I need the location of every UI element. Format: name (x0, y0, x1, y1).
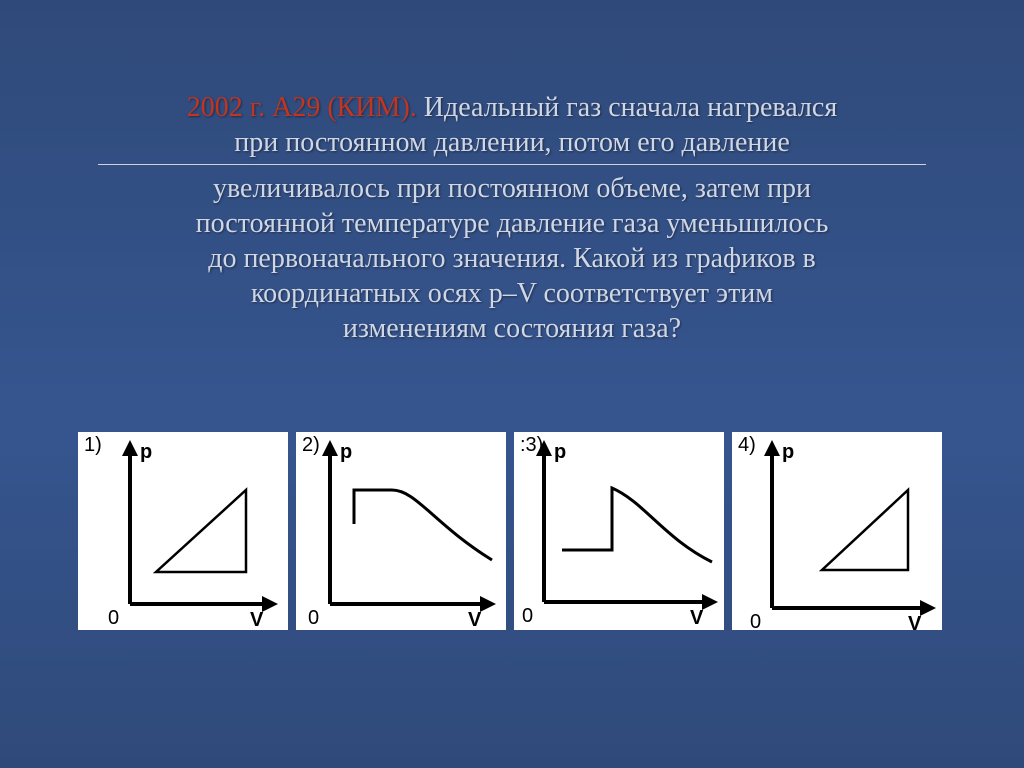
svg-text:p: p (782, 441, 794, 463)
title-divider (98, 164, 926, 165)
title-line4: постоянной температуре давление газа уме… (196, 208, 829, 239)
slide: 2002 г. А29 (КИМ). Идеальный газ сначала… (0, 0, 1024, 768)
svg-text:0: 0 (750, 611, 761, 630)
pv-chart: p V 0 (78, 432, 288, 630)
title-highlight: 2002 г. А29 (КИМ). (187, 92, 417, 123)
chart-panel-2: 2) p V 0 (296, 432, 506, 630)
pv-chart: p V 0 (732, 432, 942, 630)
svg-text:0: 0 (308, 607, 319, 629)
chart-panel-1: 1) p V 0 (78, 432, 288, 630)
problem-title: 2002 г. А29 (КИМ). Идеальный газ сначала… (0, 0, 1024, 346)
title-line3: увеличивалось при постоянном объеме, зат… (213, 173, 811, 204)
pv-chart: p V 0 (296, 432, 506, 630)
svg-text:V: V (690, 607, 704, 629)
svg-text:p: p (340, 441, 352, 463)
pv-chart: p V 0 (514, 432, 724, 630)
charts-row: 1) p V 0 2) p V 0 :3) p V 0 4) p V 0 (78, 432, 942, 630)
chart-panel-4: 4) p V 0 (732, 432, 942, 630)
svg-text:0: 0 (522, 605, 533, 627)
title-line1-rest: Идеальный газ сначала нагревался (417, 92, 837, 123)
title-line2: при постоянном давлении, потом его давле… (234, 127, 790, 158)
chart-option-label: 4) (738, 434, 756, 457)
chart-option-label: 2) (302, 434, 320, 457)
title-line7: изменениям состояния газа? (343, 313, 681, 344)
title-line6: координатных осях p–V соответствует этим (251, 278, 773, 309)
svg-text:V: V (908, 613, 922, 630)
chart-option-label: :3) (520, 434, 543, 457)
svg-text:p: p (140, 441, 152, 463)
title-line5: до первоначального значения. Какой из гр… (208, 243, 816, 274)
chart-panel-3: :3) p V 0 (514, 432, 724, 630)
svg-text:p: p (554, 441, 566, 463)
svg-text:V: V (468, 609, 482, 630)
svg-text:V: V (250, 609, 264, 630)
svg-text:0: 0 (108, 607, 119, 629)
chart-option-label: 1) (84, 434, 102, 457)
